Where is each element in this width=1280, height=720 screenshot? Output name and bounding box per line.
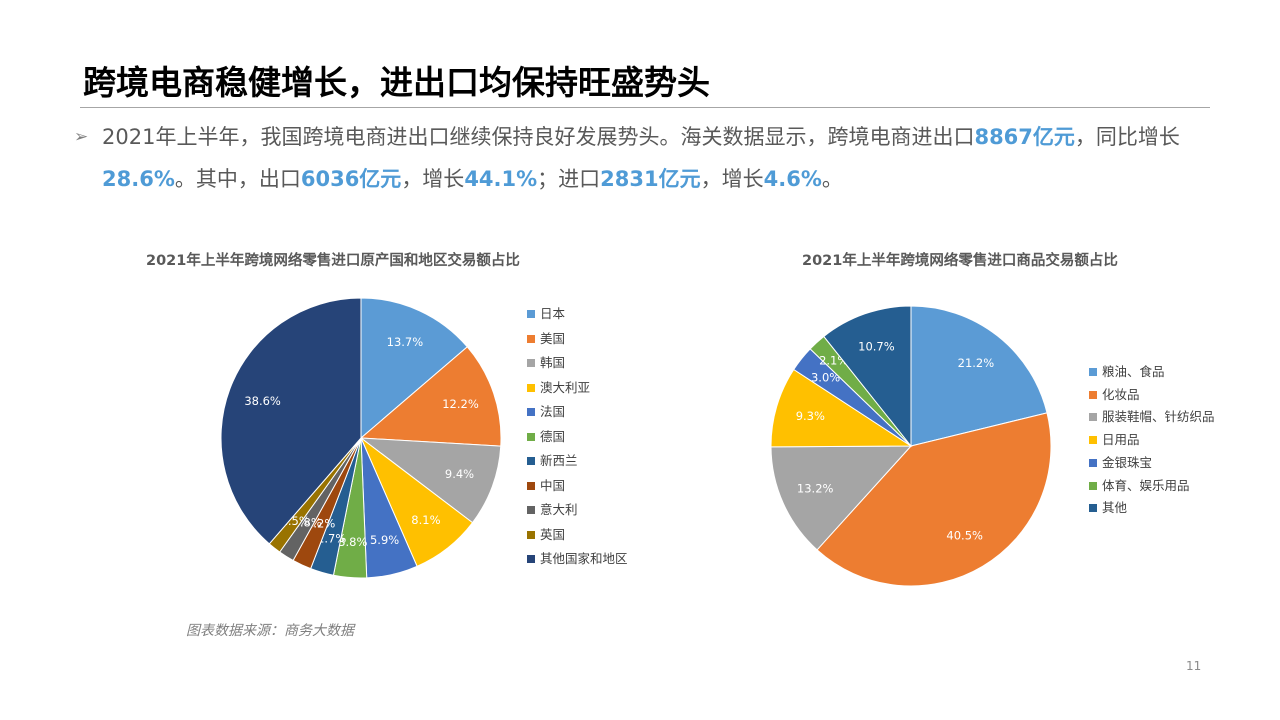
highlight-total-growth: 28.6%: [102, 167, 175, 191]
chart-origin-title: 2021年上半年跨境网络零售进口原产国和地区交易额占比: [146, 253, 520, 269]
pie-data-label: 13.2%: [797, 481, 834, 495]
summary-text-part: ，增长: [401, 167, 465, 191]
legend-label: 日用品: [1102, 432, 1140, 448]
legend-label: 意大利: [540, 502, 578, 517]
data-source-note: 图表数据来源：商务大数据: [186, 623, 354, 639]
legend-swatch: [527, 555, 535, 563]
legend-swatch: [527, 334, 535, 343]
pie-data-label: 38.6%: [244, 394, 281, 408]
page-number: 11: [1186, 659, 1202, 673]
legend-swatch: [527, 530, 535, 539]
chart-category-title: 2021年上半年跨境网络零售进口商品交易额占比: [802, 253, 1118, 269]
summary-text: 2021年上半年，我国跨境电商进出口继续保持良好发展势头。海关数据显示，跨境电商…: [102, 116, 1234, 200]
legend-swatch: [1089, 390, 1097, 399]
highlight-import-value: 2831亿元: [600, 167, 701, 191]
pie-slice-7: [823, 305, 912, 448]
legend-swatch: [1089, 481, 1097, 490]
pie-data-label: 21.2%: [958, 356, 995, 370]
legend-label: 其他: [1102, 500, 1128, 516]
pie-data-label: 10.7%: [858, 339, 895, 353]
pie-data-label: 5.9%: [370, 533, 399, 547]
legend-label: 澳大利亚: [540, 379, 591, 395]
legend-label: 粮油、食品: [1102, 364, 1165, 379]
legend-label: 英国: [540, 526, 566, 542]
legend-label: 美国: [540, 330, 566, 346]
legend-label: 体育、娱乐用品: [1102, 477, 1190, 493]
legend-swatch: [527, 359, 535, 367]
legend-swatch: [1089, 368, 1097, 376]
bullet-arrow-icon: ➢: [74, 127, 89, 147]
pie-slice-2: [816, 412, 1052, 587]
legend-swatch: [527, 457, 535, 465]
pie-slice-4: [770, 368, 913, 448]
pie-data-label: 2.7%: [317, 531, 346, 545]
legend-swatch: [1089, 458, 1097, 467]
summary-text-part: 。: [821, 167, 843, 191]
legend-category: 粮油、食品化妆品服装鞋帽、针纺织品 日用品金银珠宝体育、娱乐用品 其他: [1089, 364, 1239, 524]
pie-data-label: 40.5%: [946, 529, 983, 543]
summary-text-part: ，增长: [700, 167, 764, 191]
pie-data-label: 13.7%: [387, 335, 424, 349]
pie-data-label: 9.3%: [796, 409, 825, 423]
legend-swatch: [527, 310, 535, 318]
pie-chart-origin: 13.7%12.2%9.4%8.1%5.9%3.8%2.7%2.2%1.8%1.…: [220, 297, 502, 579]
pie-slice-1: [910, 305, 1048, 447]
summary-text-part: ，同比增长: [1074, 125, 1180, 149]
legend-origin: 日本美国韩国澳大利亚法国德国新西兰中国意大利英国其他国家和地区: [527, 306, 667, 576]
legend-swatch: [1089, 436, 1097, 445]
pie-data-label: 8.1%: [411, 513, 440, 527]
legend-swatch: [527, 408, 535, 416]
highlight-import-growth: 4.6%: [763, 167, 822, 191]
title-divider: [80, 107, 1210, 108]
highlight-export-growth: 44.1%: [464, 167, 538, 191]
legend-label: 德国: [540, 428, 566, 444]
legend-label: 其他国家和地区: [540, 551, 628, 566]
slide-title: 跨境电商稳健增长，进出口均保持旺盛势头: [83, 63, 710, 102]
legend-swatch: [1089, 413, 1097, 422]
highlight-total-value: 8867亿元: [974, 125, 1075, 149]
summary-text-part: 2021年上半年，我国跨境电商进出口继续保持良好发展势头。海关数据显示，跨境电商…: [102, 125, 975, 149]
summary-text-part: ；进口: [537, 167, 601, 191]
legend-label: 服装鞋帽、针纺织品: [1102, 409, 1215, 425]
pie-slice-3: [770, 445, 913, 551]
legend-label: 韩国: [540, 355, 566, 370]
legend-swatch: [1089, 504, 1097, 513]
pie-data-label: 9.4%: [445, 467, 474, 481]
legend-label: 新西兰: [540, 453, 578, 468]
legend-label: 日本: [540, 306, 566, 321]
highlight-export-value: 6036亿元: [300, 167, 402, 191]
legend-swatch: [527, 383, 535, 392]
pie-data-label: 3.0%: [811, 371, 840, 385]
legend-label: 法国: [540, 404, 566, 419]
pie-slice-11: [220, 297, 362, 545]
pie-slice-3: [359, 437, 502, 524]
legend-label: 化妆品: [1102, 386, 1140, 402]
legend-swatch: [527, 481, 535, 490]
legend-swatch: [527, 506, 535, 514]
summary-text-part: 。其中，出口: [174, 167, 301, 191]
pie-data-label: 3.8%: [338, 535, 367, 549]
pie-slice-2: [359, 346, 502, 447]
summary-bullet: ➢ 2021年上半年，我国跨境电商进出口继续保持良好发展势头。海关数据显示，跨境…: [74, 116, 1234, 200]
pie-slice-1: [360, 297, 468, 440]
legend-swatch: [527, 432, 535, 441]
legend-label: 中国: [540, 477, 566, 493]
legend-label: 金银珠宝: [1102, 454, 1153, 470]
pie-chart-category: 21.2%40.5%13.2%9.3%3.0%2.1%10.7%: [770, 305, 1052, 587]
pie-data-label: 12.2%: [442, 397, 479, 411]
